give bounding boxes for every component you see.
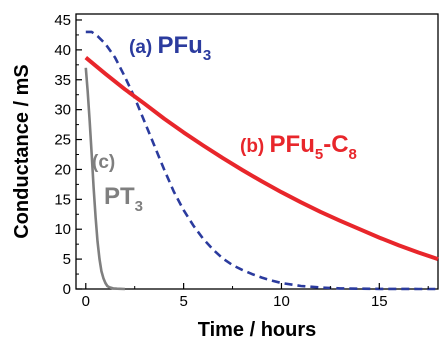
x-tick-label: 5 [179, 293, 187, 310]
ticks-layer: 0 5 10 15 0 5 10 15 20 25 30 35 40 45 [54, 12, 429, 310]
series-label-0: (a) PFu3 [129, 32, 211, 64]
x-tick-label: 10 [273, 293, 290, 310]
y-tick-label: 35 [54, 72, 71, 89]
series-line-0 [85, 30, 438, 291]
y-tick-label: 0 [63, 281, 71, 298]
series-layer [84, 30, 439, 291]
series-label-name: PT3 [104, 183, 143, 215]
y-tick-label: 45 [54, 12, 71, 29]
labels-layer: (a) PFu3 (b) PFu5-C8 (c) PT3 [92, 32, 357, 215]
series-line-2 [84, 67, 125, 291]
y-axis-title: Conductance / mS [11, 64, 33, 238]
series-label-1: (b) PFu5-C8 [240, 131, 357, 163]
x-axis-title: Time / hours [198, 319, 317, 341]
y-tick-label: 30 [54, 102, 71, 119]
y-tick-label: 5 [63, 251, 71, 268]
y-tick-label: 10 [54, 221, 71, 238]
x-tick-label: 0 [82, 293, 90, 310]
y-tick-label: 20 [54, 161, 71, 178]
x-tick-label: 15 [371, 293, 388, 310]
series-line-1 [84, 56, 439, 261]
y-tick-label: 40 [54, 42, 71, 59]
series-label-prefix: (c) [92, 152, 115, 173]
y-tick-label: 15 [54, 191, 71, 208]
plot-frame [75, 13, 439, 290]
y-tick-label: 25 [54, 132, 71, 149]
plot-area [75, 13, 439, 290]
